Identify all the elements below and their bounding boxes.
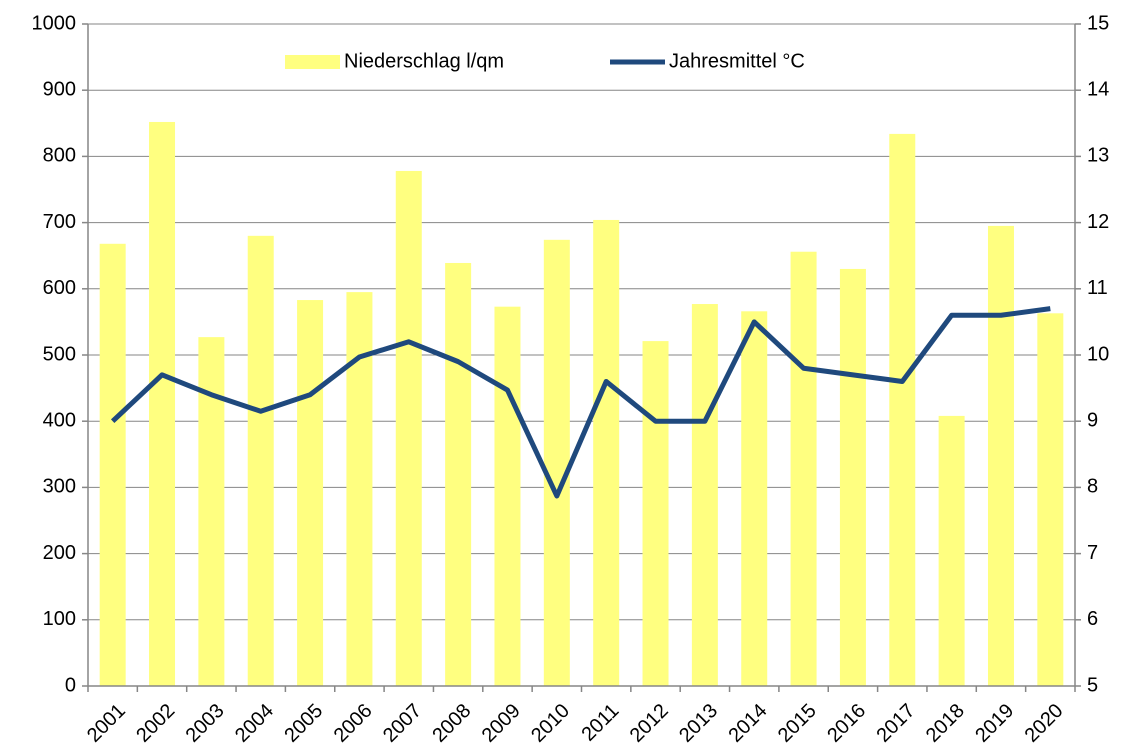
y2-tick-label: 6 (1087, 608, 1098, 630)
y2-tick-label: 15 (1087, 12, 1109, 34)
legend-label: Jahresmittel °C (669, 50, 805, 72)
x-tick-label: 2004 (231, 700, 278, 747)
y-tick-label: 800 (43, 145, 76, 167)
y-tick-label: 300 (43, 476, 76, 498)
x-tick-label: 2019 (971, 700, 1018, 747)
x-tick-label: 2015 (774, 700, 821, 747)
bar (938, 415, 965, 686)
y-tick-label: 0 (65, 674, 76, 696)
x-tick-label: 2018 (922, 700, 969, 747)
x-tick-label: 2008 (428, 700, 475, 747)
x-tick-label: 2011 (577, 700, 623, 746)
x-tick-label: 2016 (823, 700, 870, 747)
y-tick-label: 900 (43, 78, 76, 100)
bar (149, 121, 176, 686)
y2-tick-label: 10 (1087, 343, 1109, 365)
bar (741, 311, 768, 686)
x-tick-label: 2009 (478, 700, 525, 747)
y2-tick-label: 7 (1087, 542, 1098, 564)
x-tick-label: 2001 (83, 700, 130, 747)
x-tick-label: 2010 (527, 700, 574, 747)
x-tick-label: 2020 (1021, 700, 1068, 747)
y-tick-label: 400 (43, 409, 76, 431)
y-tick-label: 100 (43, 608, 76, 630)
bar (839, 268, 866, 686)
x-tick-label: 2007 (379, 700, 426, 747)
bar (346, 292, 373, 686)
x-tick-label: 2014 (724, 700, 771, 747)
bar (99, 243, 126, 686)
bar (1037, 313, 1064, 686)
bar (247, 235, 274, 686)
legend-label: Niederschlag l/qm (344, 50, 504, 72)
bar (642, 341, 669, 686)
y-tick-label: 1000 (32, 12, 77, 34)
bar (987, 225, 1014, 686)
x-tick-label: 2017 (873, 700, 920, 747)
x-tick-label: 2003 (182, 700, 229, 747)
y-tick-label: 700 (43, 211, 76, 233)
y-tick-label: 200 (43, 542, 76, 564)
y-tick-label: 500 (43, 343, 76, 365)
y2-tick-label: 5 (1087, 674, 1098, 696)
y2-tick-label: 11 (1087, 277, 1108, 299)
y-tick-label: 600 (43, 277, 76, 299)
y2-tick-label: 12 (1087, 211, 1109, 233)
y2-tick-label: 13 (1087, 145, 1109, 167)
line-series (110, 306, 1051, 499)
legend-swatch (285, 55, 340, 69)
x-tick-label: 2012 (626, 700, 673, 747)
bar (494, 306, 521, 686)
bar (445, 262, 472, 686)
x-tick-label: 2005 (280, 700, 327, 747)
bar (889, 133, 916, 687)
x-tick-label: 2013 (675, 700, 722, 747)
bar (790, 251, 817, 686)
bar (395, 170, 422, 687)
y2-tick-label: 14 (1087, 78, 1109, 100)
x-tick-label: 2002 (132, 700, 179, 747)
bar (297, 300, 324, 686)
bar (543, 239, 570, 686)
y2-tick-label: 9 (1087, 409, 1098, 431)
bar (593, 219, 620, 686)
bar (691, 304, 718, 686)
y2-tick-label: 8 (1087, 476, 1098, 498)
x-tick-label: 2006 (330, 700, 377, 747)
